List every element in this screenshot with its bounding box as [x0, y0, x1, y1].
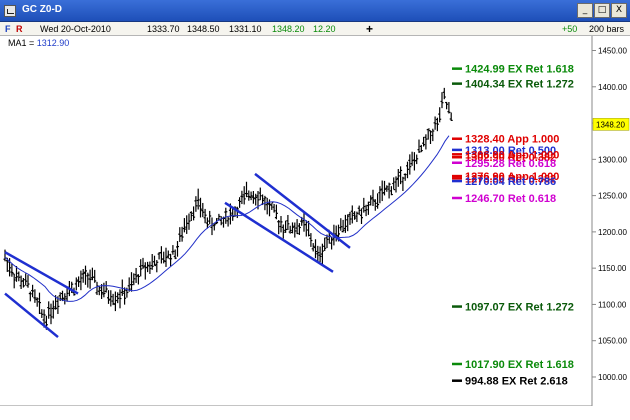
bar-low: 1331.10: [229, 24, 262, 34]
price-axis-labels: 1000.00 1050.00 1100.00 1150.00 1200.00 1250.…: [592, 47, 627, 382]
chart-window-icon: [4, 5, 16, 17]
ma-study-label: MA1 = 1312.90: [8, 38, 69, 48]
moving-average-line: [4, 135, 450, 302]
fib-level-label: 1404.34 EX Ret 1.272: [465, 79, 574, 91]
bar-offset: +50: [562, 24, 578, 34]
plot-area: [0, 36, 592, 406]
last-price-label: 1348.20: [596, 120, 625, 129]
price-tick-label: 1050.00: [598, 337, 627, 346]
fib-level-label: 1424.99 EX Ret 1.618: [465, 64, 574, 76]
last-price-marker: 1348.20: [592, 118, 630, 131]
trendline: [224, 201, 334, 273]
fib-level-label: 1270.04 Ret 0.786: [465, 176, 556, 188]
bar-high: 1348.50: [187, 24, 220, 34]
bar-date: Wed 20-Oct-2010: [40, 24, 111, 34]
maximize-button[interactable]: □: [594, 3, 610, 18]
price-tick-label: 1250.00: [598, 192, 627, 201]
minimize-button[interactable]: _: [577, 3, 593, 18]
bar-last: 1348.20: [272, 24, 305, 34]
fib-level-label: 1246.70 Ret 0.618: [465, 193, 556, 205]
last-price-box: [592, 118, 630, 131]
fib-level-label: 1273.80 Ret 0.382: [465, 173, 556, 185]
price-tick-label: 1450.00: [598, 47, 627, 56]
ma-name: MA1 =: [8, 38, 35, 48]
price-tick-label: 1000.00: [598, 373, 627, 382]
trendline: [4, 251, 79, 295]
price-chart[interactable]: 1424.99 EX Ret 1.618 1404.34 EX Ret 1.272…: [0, 36, 630, 406]
price-tick-label: 1100.00: [598, 300, 627, 309]
bar-count: 200 bars: [589, 24, 625, 34]
fib-level-label: 1097.07 EX Ret 1.272: [465, 302, 574, 314]
fib-level-label: 1017.90 EX Ret 1.618: [465, 359, 574, 371]
chart-info-bar: F R Wed 20-Oct-2010 1333.70 1348.50 1331…: [0, 22, 630, 36]
fib-level-label: 1302.90 Ret 0.382: [465, 152, 556, 164]
price-tick-label: 1400.00: [598, 83, 627, 92]
fib-level-label: 1306.90 App 1.000: [465, 149, 559, 161]
fib-level-label: 1313.00 Ret 0.500: [465, 145, 556, 157]
fib-levels: 1424.99 EX Ret 1.618 1404.34 EX Ret 1.272…: [452, 64, 574, 388]
close-button[interactable]: X: [611, 3, 627, 18]
bar-change: 12.20: [313, 24, 336, 34]
ma-value: 1312.90: [36, 38, 70, 48]
price-tick-label: 1200.00: [598, 228, 627, 237]
price-tick-label: 1150.00: [598, 264, 627, 273]
trendlines: [4, 172, 351, 339]
fib-level-label: 994.88 EX Ret 2.618: [465, 376, 568, 388]
f-toggle-button[interactable]: F: [5, 24, 11, 34]
trendline: [4, 292, 59, 339]
crosshair-plus-icon[interactable]: +: [366, 22, 374, 36]
window-titlebar[interactable]: GC Z0-D _ □ X: [0, 0, 630, 22]
bar-open: 1333.70: [147, 24, 180, 34]
fib-level-label: 1328.40 App 1.000: [465, 134, 559, 146]
price-bars: [3, 87, 453, 330]
fib-level-label: 1276.90 App 1.000: [465, 171, 559, 183]
r-toggle-button[interactable]: R: [16, 24, 23, 34]
fib-level-label: 1295.28 Ret 0.618: [465, 158, 556, 170]
window-title: GC Z0-D: [22, 4, 62, 15]
price-tick-label: 1300.00: [598, 155, 627, 164]
trendline: [254, 172, 351, 249]
